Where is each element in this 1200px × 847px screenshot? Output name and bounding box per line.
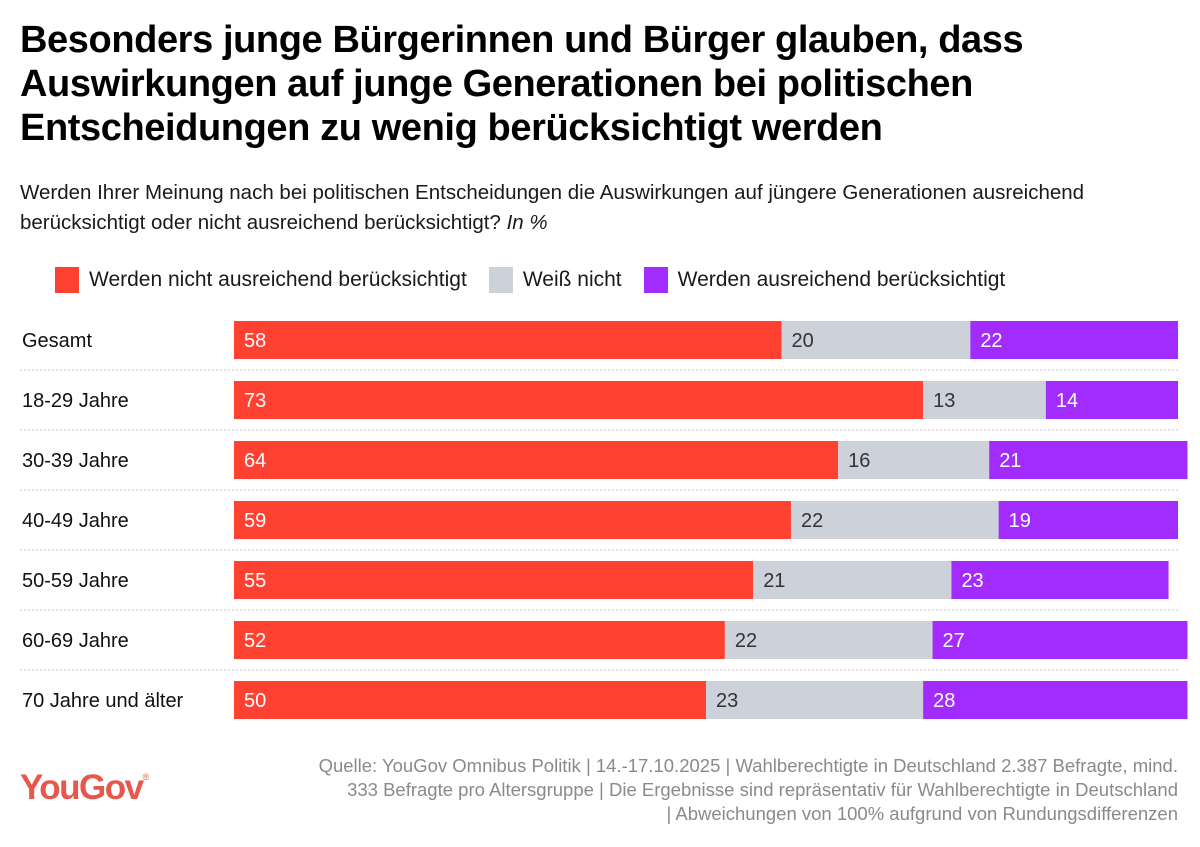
value-label: 50 xyxy=(244,690,266,712)
stacked-bar-chart: Gesamt 58 20 22 18-29 Jahre 73 13 14 30-39 Jahre… xyxy=(20,321,1188,719)
registered-mark: ® xyxy=(142,772,150,782)
source-line: Quelle: YouGov Omnibus Politik | 14.-17.… xyxy=(318,755,1178,776)
category-label: Gesamt xyxy=(22,330,92,352)
legend-label: Weiß nicht xyxy=(522,268,622,291)
category-label: 60-69 Jahre xyxy=(22,630,129,652)
bar-row: 60-69 Jahre 52 22 27 xyxy=(20,621,1188,671)
bar-segment-not-sufficient xyxy=(234,501,791,539)
value-label: 21 xyxy=(999,450,1021,472)
value-label: 52 xyxy=(244,630,266,652)
value-label: 14 xyxy=(1056,390,1078,412)
value-label: 64 xyxy=(244,450,266,472)
bar-segment-not-sufficient xyxy=(234,561,754,599)
bar-segment-not-sufficient xyxy=(234,321,782,359)
bar-segment-not-sufficient xyxy=(234,681,706,719)
chart-title: Besonders junge Bürgerinnen und Bürger g… xyxy=(20,19,1024,149)
legend-item-sufficient: Werden ausreichend berücksichtigt xyxy=(643,267,1006,293)
subtitle-unit: In % xyxy=(506,211,548,234)
category-label: 50-59 Jahre xyxy=(22,570,129,592)
value-label: 23 xyxy=(961,570,983,592)
value-label: 28 xyxy=(933,690,955,712)
bar-row: 30-39 Jahre 64 16 21 xyxy=(20,441,1188,491)
bar-segment-sufficient xyxy=(932,621,1188,659)
category-label: 70 Jahre und älter xyxy=(22,690,184,712)
bar-segment-sufficient xyxy=(998,501,1178,539)
value-label: 19 xyxy=(1009,510,1031,532)
legend-label: Werden nicht ausreichend berücksichtigt xyxy=(89,268,467,291)
bar-segment-sufficient xyxy=(923,681,1188,719)
category-label: 18-29 Jahre xyxy=(22,390,129,412)
value-label: 55 xyxy=(244,570,266,592)
category-label: 30-39 Jahre xyxy=(22,450,129,472)
bar-segment-sufficient xyxy=(989,441,1188,479)
logo-text: YouGov xyxy=(20,768,144,807)
bar-segment-sufficient xyxy=(951,561,1169,599)
value-label: 73 xyxy=(244,390,266,412)
bar-segment-dont-know xyxy=(790,501,999,539)
legend-item-dont-know: Weiß nicht xyxy=(488,267,622,293)
category-label: 40-49 Jahre xyxy=(22,510,129,532)
value-label: 16 xyxy=(848,450,870,472)
subtitle-question: Werden Ihrer Meinung nach bei politische… xyxy=(20,181,1085,234)
value-label: 13 xyxy=(933,390,955,412)
legend-swatch-not-sufficient xyxy=(55,267,79,293)
chart-subtitle: Werden Ihrer Meinung nach bei politische… xyxy=(20,178,1190,238)
legend-swatch-dont-know xyxy=(488,267,513,293)
value-label: 22 xyxy=(801,510,823,532)
bar-segment-sufficient xyxy=(970,321,1178,359)
value-label: 22 xyxy=(980,330,1002,352)
bar-segment-not-sufficient xyxy=(234,381,924,419)
legend: Werden nicht ausreichend berücksichtigt … xyxy=(55,265,1027,295)
legend-label: Werden ausreichend berücksichtigt xyxy=(677,268,1006,291)
value-label: 58 xyxy=(244,330,266,352)
bar-segment-dont-know xyxy=(781,321,971,359)
source-note: Quelle: YouGov Omnibus Politik | 14.-17.… xyxy=(148,754,1178,826)
bar-row: 70 Jahre und älter 50 23 28 xyxy=(22,681,1188,719)
legend-item-not-sufficient: Werden nicht ausreichend berücksichtigt xyxy=(55,267,467,293)
bar-row: Gesamt 58 20 22 xyxy=(20,321,1180,371)
bar-segment-dont-know xyxy=(923,381,1046,419)
value-label: 27 xyxy=(943,630,965,652)
value-label: 22 xyxy=(735,630,757,652)
bar-row: 50-59 Jahre 55 21 23 xyxy=(20,561,1180,611)
bar-segment-dont-know xyxy=(706,681,924,719)
value-label: 21 xyxy=(763,570,785,592)
source-line: | Abweichungen von 100% aufgrund von Run… xyxy=(666,803,1178,824)
value-label: 20 xyxy=(792,330,814,352)
legend-swatch-sufficient xyxy=(643,267,668,293)
bar-segment-sufficient xyxy=(1045,381,1178,419)
bar-segment-dont-know xyxy=(753,561,952,599)
bar-row: 18-29 Jahre 73 13 14 xyxy=(20,381,1180,431)
bar-segment-not-sufficient xyxy=(234,441,839,479)
bar-row: 40-49 Jahre 59 22 19 xyxy=(20,501,1180,551)
bar-segment-not-sufficient xyxy=(234,621,725,659)
bar-segment-dont-know xyxy=(724,621,933,659)
bar-segment-dont-know xyxy=(838,441,990,479)
value-label: 59 xyxy=(244,510,266,532)
source-line: 333 Befragte pro Altersgruppe | Die Erge… xyxy=(347,779,1178,800)
value-label: 23 xyxy=(716,690,738,712)
yougov-logo: YouGov® xyxy=(20,768,149,808)
